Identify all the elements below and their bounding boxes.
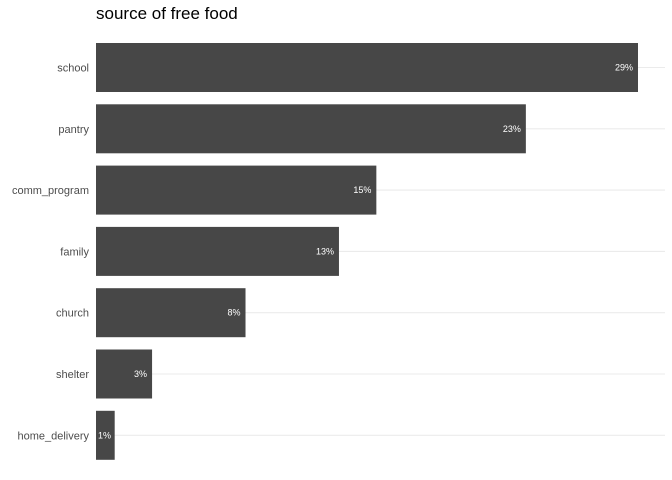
category-label-family: family: [60, 246, 89, 258]
bar-shelter: [96, 349, 153, 399]
bar-value-label-pantry: 23%: [503, 124, 521, 134]
bar-value-label-shelter: 3%: [134, 369, 147, 379]
chart-title: source of free food: [96, 4, 238, 23]
category-label-church: church: [56, 308, 89, 320]
bar-value-label-family: 13%: [316, 246, 334, 256]
bars: 29% 23% 15% 13% 8% 3% 1%: [96, 43, 638, 460]
bar-comm-program: [96, 165, 377, 215]
bar-value-label-church: 8%: [228, 308, 241, 318]
category-label-shelter: shelter: [56, 369, 89, 381]
bar-value-label-home-delivery: 1%: [98, 430, 111, 440]
category-label-comm-program: comm_program: [12, 185, 89, 197]
bar-school: [96, 43, 638, 92]
bar-church: [96, 288, 246, 338]
bar-family: [96, 226, 339, 276]
bar-home-delivery: [96, 410, 115, 460]
bar-pantry: [96, 104, 526, 154]
category-label-school: school: [57, 63, 89, 75]
category-label-pantry: pantry: [58, 124, 89, 136]
category-label-home-delivery: home_delivery: [17, 430, 89, 442]
bar-value-label-comm-program: 15%: [353, 185, 371, 195]
bar-value-label-school: 29%: [615, 63, 633, 73]
